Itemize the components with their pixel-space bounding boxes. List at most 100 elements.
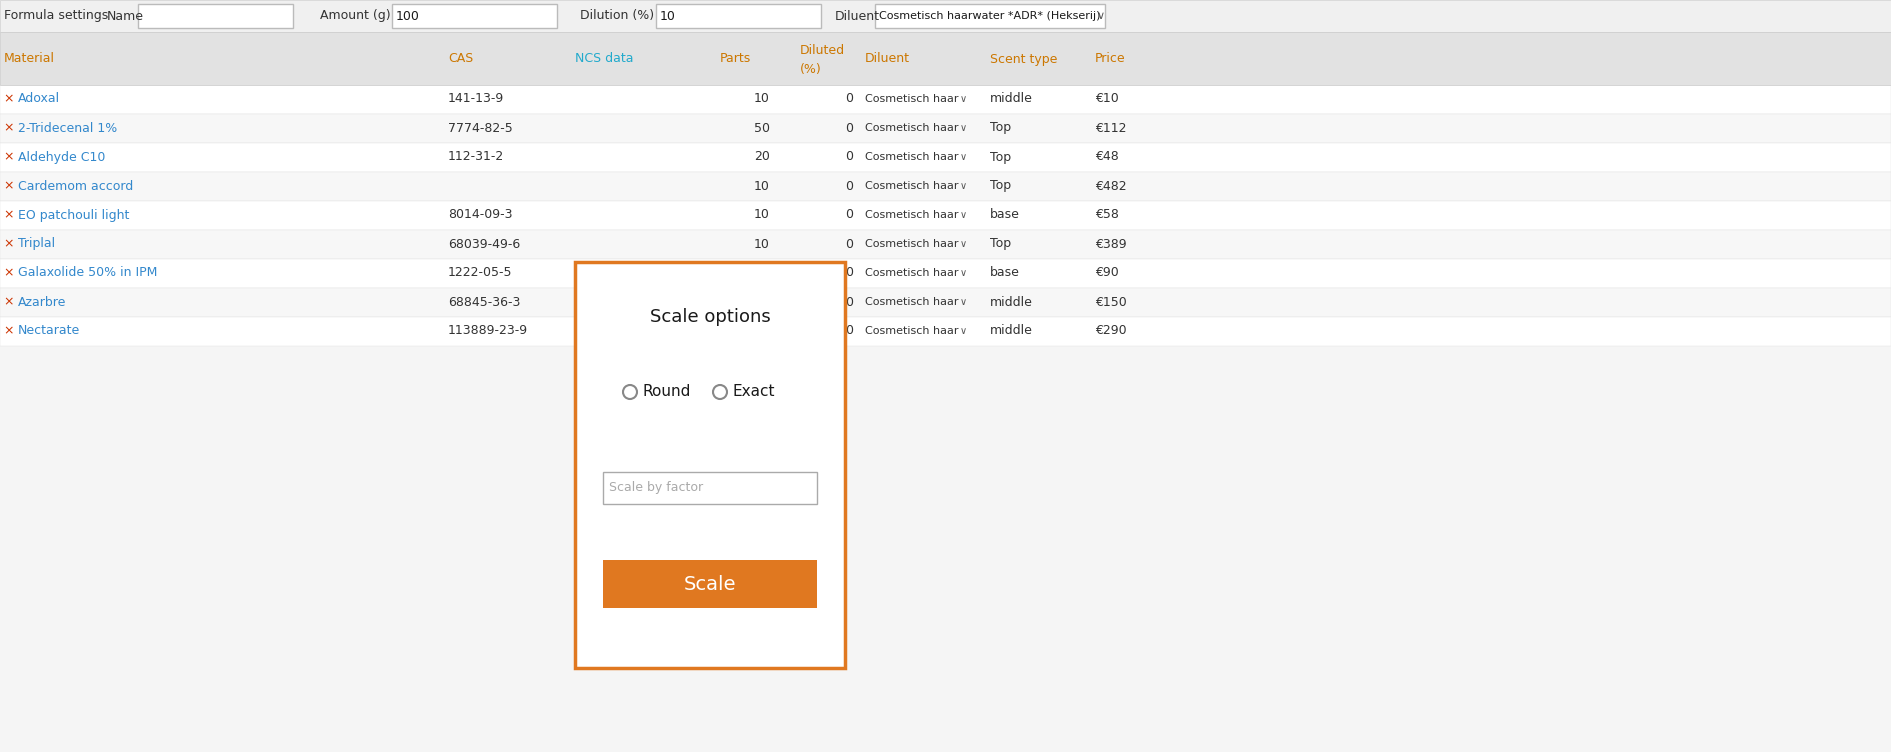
Text: ×: × <box>4 150 13 163</box>
Bar <box>0 259 1891 288</box>
Text: 10: 10 <box>755 208 770 222</box>
Text: NCS data: NCS data <box>575 53 633 65</box>
Text: ∨: ∨ <box>961 326 966 336</box>
Text: 10: 10 <box>755 92 770 105</box>
Bar <box>0 172 1891 201</box>
Text: 50: 50 <box>755 296 770 308</box>
Text: EO patchouli light: EO patchouli light <box>19 208 129 222</box>
Text: Cosmetisch haarwater *ADR* (Hekserij): Cosmetisch haarwater *ADR* (Hekserij) <box>879 11 1101 21</box>
Text: Top: Top <box>991 180 1012 193</box>
Text: €90: €90 <box>1095 266 1119 280</box>
Text: Adoxal: Adoxal <box>19 92 61 105</box>
Text: 10: 10 <box>755 238 770 250</box>
Text: ×: × <box>4 180 13 193</box>
Bar <box>0 114 1891 143</box>
Circle shape <box>622 385 637 399</box>
Text: 10: 10 <box>755 325 770 338</box>
Text: ×: × <box>4 238 13 250</box>
Text: ∨: ∨ <box>1097 11 1104 21</box>
Text: base: base <box>991 208 1019 222</box>
Text: 0: 0 <box>845 180 853 193</box>
Text: 0: 0 <box>845 122 853 135</box>
Text: CAS: CAS <box>448 53 473 65</box>
Bar <box>391 4 558 28</box>
Text: ∨: ∨ <box>961 239 966 249</box>
Text: 1222-05-5: 1222-05-5 <box>448 266 512 280</box>
Text: €150: €150 <box>1095 296 1127 308</box>
Text: Cosmetisch haar: Cosmetisch haar <box>864 210 959 220</box>
Bar <box>0 230 1891 259</box>
Text: 68039-49-6: 68039-49-6 <box>448 238 520 250</box>
Text: 50: 50 <box>755 122 770 135</box>
Text: Cardemom accord: Cardemom accord <box>19 180 132 193</box>
Text: 20: 20 <box>755 266 770 280</box>
Bar <box>0 32 1891 85</box>
Text: 100: 100 <box>395 10 420 23</box>
Text: €290: €290 <box>1095 325 1127 338</box>
Text: Scale options: Scale options <box>651 308 770 326</box>
Text: 8014-09-3: 8014-09-3 <box>448 208 512 222</box>
Text: base: base <box>991 266 1019 280</box>
Text: 113889-23-9: 113889-23-9 <box>448 325 528 338</box>
Text: €10: €10 <box>1095 92 1119 105</box>
Text: ∨: ∨ <box>961 123 966 133</box>
Text: 7774-82-5: 7774-82-5 <box>448 122 512 135</box>
Text: Top: Top <box>991 122 1012 135</box>
Text: ×: × <box>4 92 13 105</box>
Text: Cosmetisch haar: Cosmetisch haar <box>864 152 959 162</box>
Bar <box>0 143 1891 172</box>
Text: ∨: ∨ <box>961 210 966 220</box>
Bar <box>603 472 817 504</box>
Text: Material: Material <box>4 53 55 65</box>
Text: Diluted: Diluted <box>800 44 845 56</box>
Text: Cosmetisch haar: Cosmetisch haar <box>864 123 959 133</box>
Text: ∨: ∨ <box>961 181 966 191</box>
Text: Nectarate: Nectarate <box>19 325 79 338</box>
Bar <box>0 317 1891 346</box>
Text: 0: 0 <box>845 150 853 163</box>
Text: Exact: Exact <box>732 384 775 399</box>
Text: Triplal: Triplal <box>19 238 55 250</box>
Text: Dilution (%): Dilution (%) <box>581 10 654 23</box>
Text: €389: €389 <box>1095 238 1127 250</box>
Text: Formula settings: Formula settings <box>4 10 108 23</box>
Text: ×: × <box>4 208 13 222</box>
Text: 141-13-9: 141-13-9 <box>448 92 505 105</box>
Text: ×: × <box>4 325 13 338</box>
Text: Price: Price <box>1095 53 1125 65</box>
Text: Aldehyde C10: Aldehyde C10 <box>19 150 106 163</box>
Bar <box>0 288 1891 317</box>
Text: 112-31-2: 112-31-2 <box>448 150 505 163</box>
Bar <box>0 85 1891 114</box>
Text: €58: €58 <box>1095 208 1119 222</box>
Text: Top: Top <box>991 150 1012 163</box>
Text: Diluent: Diluent <box>864 53 910 65</box>
Text: middle: middle <box>991 92 1032 105</box>
Text: ∨: ∨ <box>961 268 966 278</box>
Text: Name: Name <box>108 10 144 23</box>
Text: ∨: ∨ <box>961 94 966 104</box>
Text: Scale: Scale <box>685 575 736 593</box>
Text: €112: €112 <box>1095 122 1127 135</box>
Text: 0: 0 <box>845 266 853 280</box>
Text: 0: 0 <box>845 208 853 222</box>
Bar <box>603 560 817 608</box>
Text: Scale by factor: Scale by factor <box>609 481 703 495</box>
Text: Top: Top <box>991 238 1012 250</box>
Text: (%): (%) <box>800 63 823 77</box>
Text: Scent type: Scent type <box>991 53 1057 65</box>
Circle shape <box>713 385 726 399</box>
Text: 10: 10 <box>660 10 675 23</box>
Text: middle: middle <box>991 296 1032 308</box>
Text: ∨: ∨ <box>961 297 966 307</box>
Text: Amount (g): Amount (g) <box>320 10 391 23</box>
Text: middle: middle <box>991 325 1032 338</box>
Text: ∨: ∨ <box>961 152 966 162</box>
Text: 2-Tridecenal 1%: 2-Tridecenal 1% <box>19 122 117 135</box>
Bar <box>656 4 821 28</box>
Bar <box>575 262 845 668</box>
Text: Cosmetisch haar: Cosmetisch haar <box>864 326 959 336</box>
Text: Galaxolide 50% in IPM: Galaxolide 50% in IPM <box>19 266 157 280</box>
Text: €482: €482 <box>1095 180 1127 193</box>
Text: €48: €48 <box>1095 150 1119 163</box>
